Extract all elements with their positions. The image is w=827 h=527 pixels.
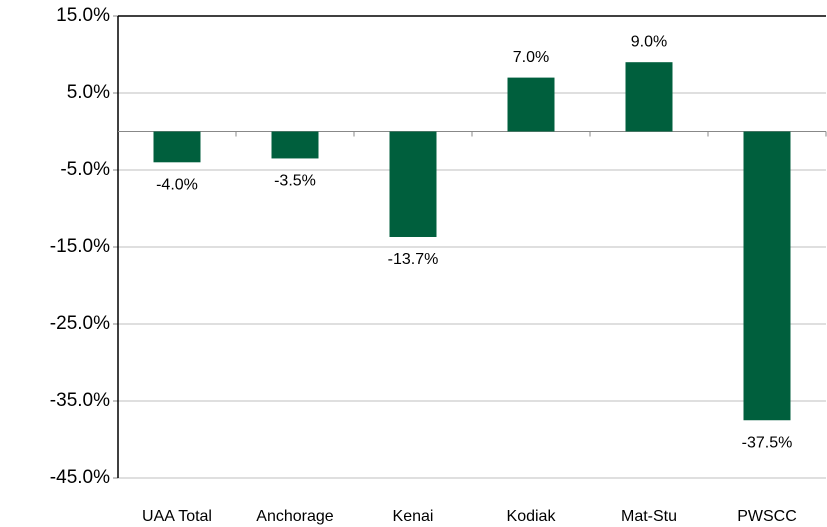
value-label: -3.5%: [274, 173, 316, 190]
x-tick-label: Anchorage: [256, 508, 333, 525]
value-label: 7.0%: [513, 49, 549, 66]
y-tick-label: -45.0%: [50, 467, 110, 488]
bar: [743, 131, 791, 421]
bar: [271, 131, 319, 159]
y-tick-label: 5.0%: [67, 82, 110, 103]
y-tick-label: -25.0%: [50, 313, 110, 334]
bar: [625, 62, 673, 132]
bar: [507, 77, 555, 132]
x-tick-label: PWSCC: [737, 508, 797, 525]
y-tick-label: 15.0%: [56, 5, 110, 26]
value-label: -4.0%: [156, 177, 198, 194]
bar: [389, 131, 437, 237]
x-tick-label: Mat-Stu: [621, 508, 677, 525]
x-tick-label: Kodiak: [507, 508, 557, 525]
y-tick-label: -35.0%: [50, 390, 110, 411]
value-label: -37.5%: [742, 434, 793, 451]
value-label: -13.7%: [388, 251, 439, 268]
x-tick-label: Kenai: [393, 508, 434, 525]
y-tick-label: -5.0%: [60, 159, 110, 180]
y-tick-label: -15.0%: [50, 236, 110, 257]
bar: [153, 131, 201, 163]
x-tick-label: UAA Total: [142, 508, 212, 525]
value-label: 9.0%: [631, 33, 667, 50]
